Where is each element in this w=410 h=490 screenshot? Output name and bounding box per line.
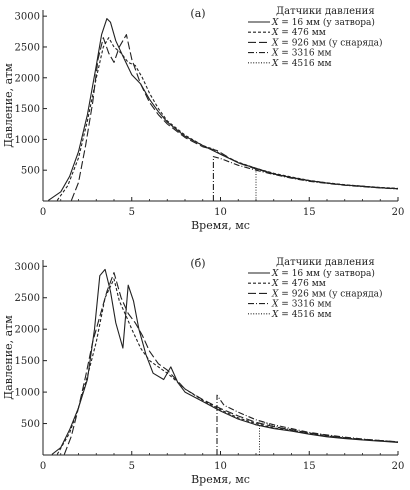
series-line-4 — [216, 394, 399, 455]
legend-entry-eq: = — [278, 38, 291, 48]
legend-entry-var: X — [271, 269, 279, 279]
legend-entry-eq: = — [278, 28, 291, 38]
legend-entry-var: X — [271, 300, 279, 310]
legend-entry-value: 4516 мм — [292, 59, 332, 69]
legend-entry-var: X — [271, 49, 279, 59]
x-tick-label: 20 — [392, 207, 405, 218]
x-axis-label: Время, мс — [191, 473, 250, 486]
panel-label: (а) — [190, 7, 205, 20]
legend-entry-value: 926 мм (у снаряда) — [292, 288, 383, 299]
y-tick-label: 2000 — [15, 73, 40, 84]
x-axis-label: Время, мс — [191, 219, 250, 232]
legend-entry-4: X = 3316 мм — [271, 300, 331, 310]
legend-entry-value: 926 мм (у снаряда) — [292, 37, 383, 48]
series-line-3 — [70, 34, 399, 201]
legend-title: Датчики давления — [276, 6, 375, 17]
y-tick-label: 2500 — [15, 42, 40, 53]
y-axis-label: Давление, атм — [2, 315, 15, 400]
y-tick-label: 3000 — [15, 262, 40, 273]
y-tick-label: 2500 — [15, 293, 40, 304]
y-tick-label: 2000 — [15, 325, 40, 336]
series-line-1 — [51, 268, 399, 455]
legend-entry-eq: = — [278, 300, 291, 310]
legend-entry-value: 4516 мм — [292, 310, 332, 320]
series-line-3 — [63, 272, 399, 455]
y-tick-label: 3000 — [15, 12, 40, 23]
x-tick-label: 0 — [40, 461, 46, 472]
legend-entry-value: 16 мм (у затвора) — [292, 17, 375, 28]
x-tick-label: 15 — [303, 207, 316, 218]
legend-entry-3: X = 926 мм (у снаряда) — [271, 37, 383, 48]
legend-entry-value: 476 мм — [292, 28, 326, 38]
series-line-4 — [212, 156, 399, 201]
panel-label: (б) — [190, 257, 205, 270]
x-tick-label: 20 — [392, 461, 405, 472]
series-line-2 — [56, 278, 399, 455]
legend-entry-5: X = 4516 мм — [271, 59, 331, 69]
legend-entry-2: X = 476 мм — [271, 28, 326, 38]
legend-entry-var: X — [271, 59, 279, 69]
legend-entry-var: X — [271, 28, 279, 38]
y-tick-label: 500 — [21, 419, 40, 430]
legend-title: Датчики давления — [276, 257, 375, 268]
x-tick-label: 5 — [129, 461, 135, 472]
legend-entry-eq: = — [278, 59, 291, 69]
legend-entry-var: X — [271, 289, 279, 299]
legend-entry-4: X = 3316 мм — [271, 49, 331, 59]
legend-entry-value: 476 мм — [292, 279, 326, 289]
y-tick-label: 1500 — [15, 104, 40, 115]
x-tick-label: 0 — [40, 207, 46, 218]
legend-entry-var: X — [271, 18, 279, 28]
legend-entry-3: X = 926 мм (у снаряда) — [271, 288, 383, 299]
legend-entry-value: 16 мм (у затвора) — [292, 268, 375, 279]
series-line-2 — [56, 37, 399, 201]
legend-entry-value: 3316 мм — [292, 49, 332, 59]
legend-entry-var: X — [271, 38, 279, 48]
y-tick-label: 1000 — [15, 135, 40, 146]
series-line-5 — [259, 420, 399, 455]
legend-entry-eq: = — [278, 18, 291, 28]
y-tick-label: 500 — [21, 166, 40, 177]
legend-entry-eq: = — [278, 269, 291, 279]
y-axis-label: Давление, атм — [2, 63, 15, 148]
y-tick-label: 1500 — [15, 356, 40, 367]
legend-entry-1: X = 16 мм (у затвора) — [271, 268, 375, 279]
chart-panel-1: 0 5 10 15 20 500 1000 1500 2000 2500 3000 Время, мс… — [2, 6, 404, 232]
legend-entry-eq: = — [278, 279, 291, 289]
x-tick-label: 10 — [214, 461, 227, 472]
legend-entry-eq: = — [278, 310, 291, 320]
legend-entry-var: X — [271, 310, 279, 320]
legend-entry-2: X = 476 мм — [271, 279, 326, 289]
series-line-5 — [255, 168, 399, 201]
y-tick-label: 1000 — [15, 388, 40, 399]
legend-entry-var: X — [271, 279, 279, 289]
legend-entry-eq: = — [278, 49, 291, 59]
x-tick-label: 10 — [214, 207, 227, 218]
x-tick-label: 15 — [303, 461, 316, 472]
legend-entry-1: X = 16 мм (у затвора) — [271, 17, 375, 28]
legend-entry-value: 3316 мм — [292, 300, 332, 310]
legend-entry-eq: = — [278, 289, 291, 299]
legend-entry-5: X = 4516 мм — [271, 310, 331, 320]
x-tick-label: 5 — [129, 207, 135, 218]
chart-panel-2: 0 5 10 15 20 500 1000 1500 2000 2500 3000 Время, мс… — [2, 257, 404, 486]
